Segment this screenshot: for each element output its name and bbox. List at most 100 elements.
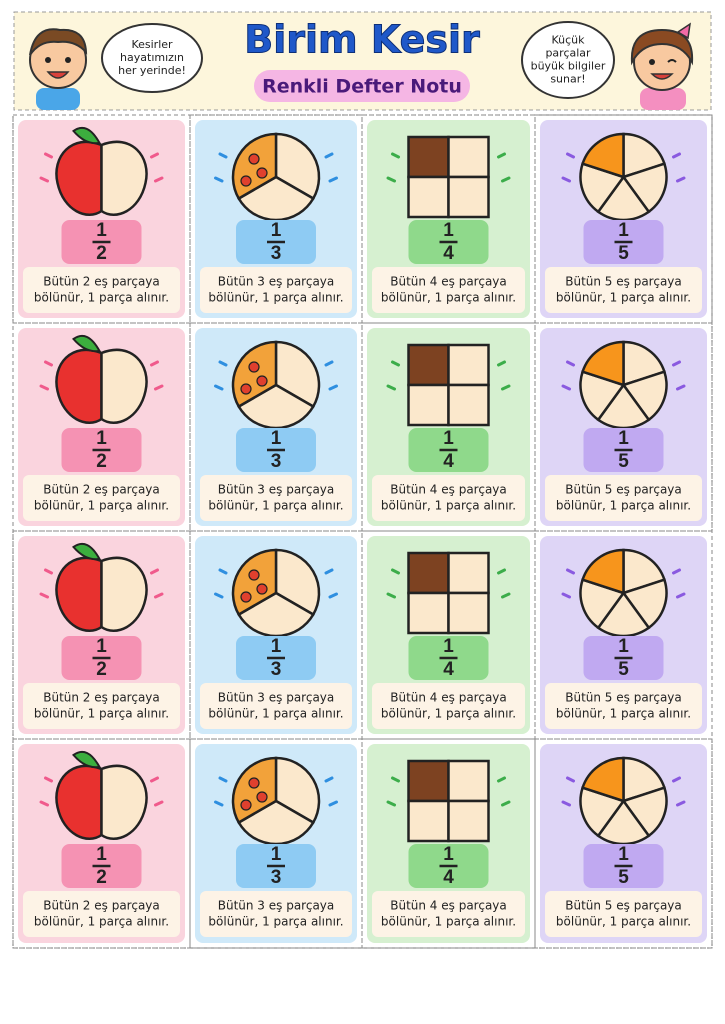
fraction-card: 12 Bütün 2 eş parçaya bölünür, 1 parça alı… <box>12 322 191 532</box>
denominator: 2 <box>96 451 107 472</box>
bubble-text: her yerinde! <box>118 64 186 77</box>
sparkle <box>566 776 575 783</box>
description-box <box>23 891 180 937</box>
title: Birim Kesir <box>244 18 480 62</box>
choc-illustration <box>386 759 511 843</box>
description: Bütün 4 eş parçaya <box>390 899 507 913</box>
slice <box>579 578 626 630</box>
sparkle <box>391 152 400 159</box>
sparkle <box>672 776 681 783</box>
leaf <box>72 543 102 561</box>
sparkle <box>154 800 164 807</box>
numerator: 1 <box>618 220 629 241</box>
chocolate-piece <box>447 799 490 843</box>
pepperoni <box>240 799 252 811</box>
description-box <box>23 683 180 729</box>
sparkle <box>501 384 511 391</box>
description: Bütün 2 eş parçaya <box>43 899 160 913</box>
bubble-text: parçalar <box>545 47 591 60</box>
sparkle <box>676 176 686 183</box>
chocolate-piece <box>447 175 490 219</box>
leaf <box>72 127 102 145</box>
fraction-card: 12 Bütün 2 eş parçaya bölünür, 1 parça alı… <box>12 114 191 324</box>
slice <box>237 591 315 638</box>
description: bölünür, 1 parça alınır. <box>34 915 169 929</box>
sparkle <box>44 360 53 367</box>
description: bölünür, 1 parça alınır. <box>556 291 691 305</box>
denominator: 4 <box>443 451 454 472</box>
sparkle <box>154 592 164 599</box>
cell-border <box>12 738 191 949</box>
sparkle <box>501 176 511 183</box>
chocolate-piece <box>447 135 490 179</box>
sparkle <box>218 568 228 575</box>
numerator: 1 <box>96 220 107 241</box>
slice <box>581 340 625 387</box>
sparkle <box>391 360 400 367</box>
choc-illustration <box>386 135 511 219</box>
fraction-card: 14 Bütün 4 eş parçaya bölünür, 1 parça alı… <box>361 738 536 949</box>
apple-right <box>100 140 148 216</box>
slice <box>579 786 626 838</box>
sparkle <box>561 176 571 183</box>
pie-illustration <box>561 548 686 638</box>
cell-border <box>361 738 536 949</box>
sparkle <box>676 592 686 599</box>
sparkle <box>501 800 511 807</box>
bubble-text: büyük bilgiler <box>531 60 606 73</box>
description: bölünür, 1 parça alınır. <box>208 915 343 929</box>
denominator: 5 <box>618 243 629 264</box>
denominator: 4 <box>443 243 454 264</box>
left-speech-bubble <box>101 23 203 93</box>
fraction-card: 12 Bütün 2 eş parçaya bölünür, 1 parça alı… <box>12 530 191 740</box>
chocolate-piece <box>447 591 490 635</box>
sparkle <box>39 176 49 183</box>
chocolate-piece <box>407 759 450 803</box>
sparkle <box>328 592 338 599</box>
description: bölünür, 1 parça alınır. <box>34 707 169 721</box>
numerator: 1 <box>618 428 629 449</box>
description: Bütün 2 eş parçaya <box>43 275 160 289</box>
description: Bütün 4 eş parçaya <box>390 275 507 289</box>
sparkle <box>324 776 334 783</box>
cell-border <box>12 114 191 324</box>
description-box <box>545 267 702 313</box>
chocolate-piece <box>407 551 450 595</box>
chocolate-piece <box>407 383 450 427</box>
numerator: 1 <box>618 636 629 657</box>
sparkle <box>561 800 571 807</box>
apple-right <box>100 556 148 632</box>
description: bölünür, 1 parça alınır. <box>381 499 516 513</box>
description: Bütün 3 eş parçaya <box>218 483 335 497</box>
chocolate-piece <box>407 175 450 219</box>
slice <box>621 162 668 214</box>
sparkle <box>328 176 338 183</box>
fraction-card: 14 Bütün 4 eş parçaya bölünür, 1 parça alı… <box>361 322 536 532</box>
sparkle <box>324 360 334 367</box>
sparkle <box>214 176 224 183</box>
description-box <box>545 683 702 729</box>
description-box <box>372 891 525 937</box>
pie-illustration <box>561 132 686 222</box>
description: Bütün 3 eş parçaya <box>218 691 335 705</box>
pepperoni <box>256 375 268 387</box>
denominator: 3 <box>271 451 282 472</box>
fraction-card: 15 Bütün 5 eş parçaya bölünür, 1 parça alı… <box>534 114 713 324</box>
bubble-text: sunar! <box>550 73 585 86</box>
sparkle <box>154 176 164 183</box>
sparkle <box>497 568 506 575</box>
sparkle <box>386 592 396 599</box>
sparkle <box>324 152 334 159</box>
description: bölünür, 1 parça alınır. <box>381 707 516 721</box>
slice <box>237 175 315 222</box>
sparkle <box>676 800 686 807</box>
denominator: 3 <box>271 659 282 680</box>
leaf <box>72 335 102 353</box>
sparkle <box>150 152 159 159</box>
sparkle <box>218 152 228 159</box>
slice <box>581 756 625 803</box>
numerator: 1 <box>271 428 282 449</box>
cell-border <box>534 530 713 740</box>
description: Bütün 3 eş parçaya <box>218 899 335 913</box>
sparkle <box>218 360 228 367</box>
